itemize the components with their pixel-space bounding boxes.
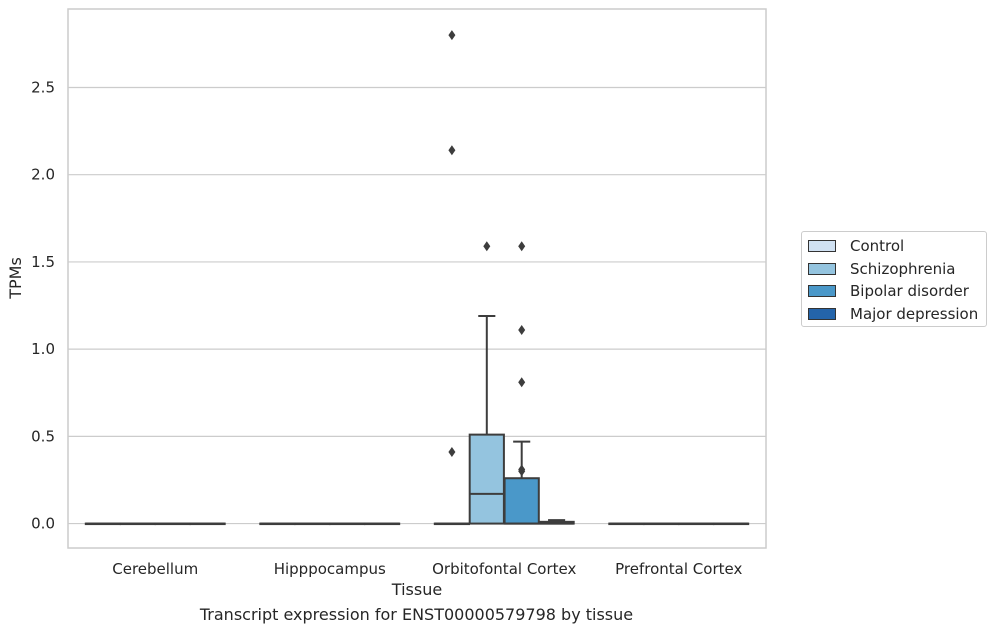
outlier-point <box>483 241 491 252</box>
legend-label: Major depression <box>850 304 979 323</box>
y-tick-label: 0.5 <box>31 427 55 445</box>
box-2-2 <box>503 241 540 525</box>
box-1-2 <box>329 522 366 526</box>
x-tick-labels: Cerebellum Hipppocampus Orbitofontal Corte… <box>112 560 742 578</box>
y-tick-label: 2.0 <box>31 166 55 184</box>
box-3-2 <box>678 522 715 526</box>
legend-swatch <box>808 262 836 275</box>
box-2-0 <box>433 30 471 526</box>
y-tick-label: 2.5 <box>31 78 55 96</box>
legend-label: Bipolar disorder <box>850 282 969 300</box>
outlier-point <box>518 324 526 335</box>
box-body <box>468 433 505 525</box>
box-1-3 <box>363 522 401 526</box>
box-0-3 <box>189 522 226 526</box>
outlier-point <box>518 464 526 475</box>
legend-item: Bipolar disorder <box>808 281 969 301</box>
y-axis-label: TPMs <box>6 257 25 300</box>
chart-caption: Transcript expression for ENST0000057979… <box>199 605 634 624</box>
box-2-3 <box>538 519 575 525</box>
plot-area-frame <box>67 8 767 549</box>
boxes <box>84 30 750 526</box>
box-0-1 <box>119 522 156 526</box>
box-0-2 <box>154 522 191 526</box>
outlier-point <box>518 241 526 252</box>
x-tick-label: Cerebellum <box>112 560 198 578</box>
box-2-1 <box>468 241 505 525</box>
outlier-point <box>448 447 456 458</box>
box-1-1 <box>294 522 331 526</box>
legend-label: Control <box>850 237 905 255</box>
legend-item: Control <box>808 236 904 256</box>
box-3-3 <box>712 522 750 526</box>
x-tick-label: Prefrontal Cortex <box>615 560 742 578</box>
y-tick-label: 1.5 <box>31 253 55 271</box>
box-0-0 <box>84 522 122 526</box>
y-tick-labels: 0.0 0.5 1.0 1.5 2.0 2.5 <box>31 78 55 532</box>
outlier-point <box>448 145 456 156</box>
box-3-0 <box>608 522 645 526</box>
legend-swatch <box>808 285 836 297</box>
legend-item: Schizophrenia <box>808 259 955 279</box>
legend-label: Schizophrenia <box>850 259 956 278</box>
x-tick-label: Orbitofontal Cortex <box>432 560 576 578</box>
outlier-point <box>448 30 456 41</box>
x-axis-label: Tissue <box>391 580 442 599</box>
x-tick-label: Hipppocampus <box>274 560 386 578</box>
legend: Control Schizophrenia Bipolar disorder Majo… <box>801 231 987 327</box>
outlier-point <box>518 377 526 388</box>
legend-swatch <box>808 307 836 320</box>
box-1-0 <box>259 522 296 526</box>
legend-item: Major depression <box>808 304 978 324</box>
gridlines <box>68 86 766 525</box>
y-tick-label: 0.0 <box>31 515 55 533</box>
legend-swatch <box>808 240 836 252</box>
y-tick-label: 1.0 <box>31 340 55 358</box>
box-3-1 <box>643 522 680 526</box>
box-body <box>503 477 540 525</box>
